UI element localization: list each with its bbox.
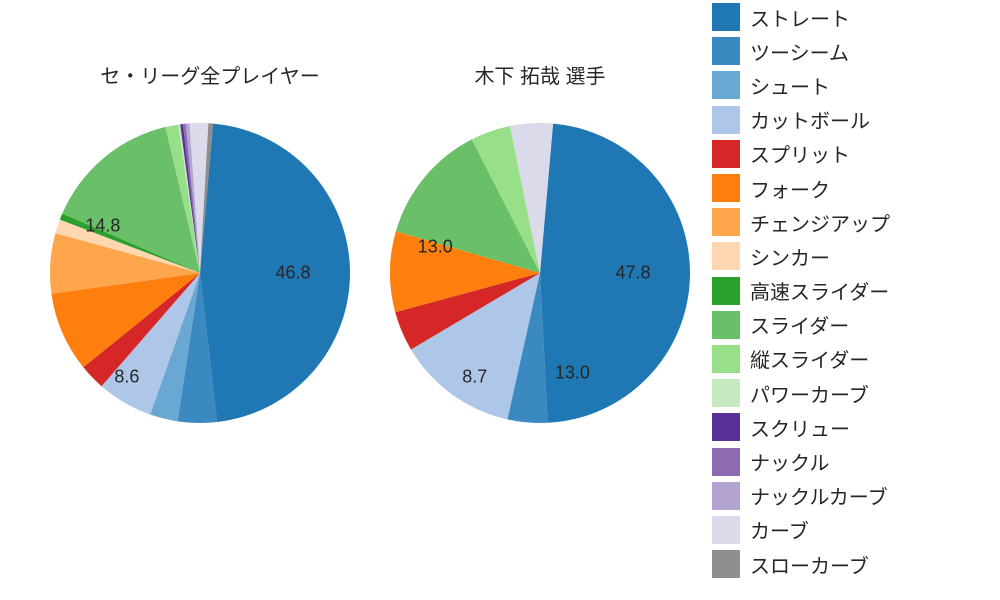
legend-item-sinker: シンカー xyxy=(712,239,992,273)
chart-title-league: セ・リーグ全プレイヤー xyxy=(80,60,340,89)
legend-swatch-knuckle xyxy=(712,448,740,476)
pie-label-player-3: 13.0 xyxy=(418,236,453,257)
legend-item-power_curve: パワーカーブ xyxy=(712,376,992,410)
chart-title-player: 木下 拓哉 選手 xyxy=(410,60,670,89)
pie-label-league-2: 14.8 xyxy=(85,215,120,236)
legend-label-cutball: カットボール xyxy=(750,105,870,134)
legend-item-fork: フォーク xyxy=(712,171,992,205)
legend-item-shoot: シュート xyxy=(712,68,992,102)
legend-item-slider: スライダー xyxy=(712,308,992,342)
chart-container: セ・リーグ全プレイヤー 46.8 8.6 14.8 木下 拓哉 選手 47.8 13.0 8.… xyxy=(0,0,1000,600)
legend-swatch-fork xyxy=(712,174,740,202)
legend-label-knuckle_curve: ナックルカーブ xyxy=(750,481,888,510)
legend-label-high_slider: 高速スライダー xyxy=(750,276,889,305)
legend-swatch-knuckle_curve xyxy=(712,482,740,510)
legend-swatch-straight xyxy=(712,3,740,31)
legend-swatch-cutball xyxy=(712,106,740,134)
legend-label-two_seam: ツーシーム xyxy=(750,37,849,66)
legend-swatch-screw xyxy=(712,413,740,441)
legend: ストレートツーシームシュートカットボールスプリットフォークチェンジアップシンカー… xyxy=(712,0,992,581)
legend-label-fork: フォーク xyxy=(750,174,830,203)
legend-item-changeup: チェンジアップ xyxy=(712,205,992,239)
legend-swatch-split xyxy=(712,140,740,168)
legend-swatch-power_curve xyxy=(712,379,740,407)
legend-item-vert_slider: 縦スライダー xyxy=(712,342,992,376)
legend-swatch-high_slider xyxy=(712,277,740,305)
legend-swatch-two_seam xyxy=(712,37,740,65)
legend-swatch-changeup xyxy=(712,208,740,236)
legend-label-vert_slider: 縦スライダー xyxy=(750,344,869,373)
legend-label-slider: スライダー xyxy=(750,310,849,339)
legend-item-knuckle_curve: ナックルカーブ xyxy=(712,479,992,513)
legend-label-changeup: チェンジアップ xyxy=(750,208,890,237)
legend-label-split: スプリット xyxy=(750,139,850,168)
legend-item-slow_curve: スローカーブ xyxy=(712,547,992,581)
legend-item-two_seam: ツーシーム xyxy=(712,34,992,68)
legend-label-shoot: シュート xyxy=(750,71,830,100)
legend-swatch-sinker xyxy=(712,242,740,270)
legend-swatch-shoot xyxy=(712,71,740,99)
legend-label-power_curve: パワーカーブ xyxy=(750,379,869,408)
pie-label-league-1: 8.6 xyxy=(114,367,139,388)
legend-item-curve: カーブ xyxy=(712,513,992,547)
pie-label-player-2: 8.7 xyxy=(462,367,487,388)
pie-label-league-0: 46.8 xyxy=(275,263,310,284)
legend-swatch-slider xyxy=(712,311,740,339)
legend-label-curve: カーブ xyxy=(750,515,809,544)
legend-label-straight: ストレート xyxy=(750,3,850,32)
legend-label-knuckle: ナックル xyxy=(750,447,829,476)
legend-item-high_slider: 高速スライダー xyxy=(712,274,992,308)
legend-item-screw: スクリュー xyxy=(712,410,992,444)
pie-label-player-0: 47.8 xyxy=(615,263,650,284)
legend-label-screw: スクリュー xyxy=(750,413,850,442)
legend-label-sinker: シンカー xyxy=(750,242,830,271)
legend-item-split: スプリット xyxy=(712,137,992,171)
legend-label-slow_curve: スローカーブ xyxy=(750,550,869,579)
legend-item-straight: ストレート xyxy=(712,0,992,34)
legend-swatch-curve xyxy=(712,516,740,544)
legend-swatch-slow_curve xyxy=(712,550,740,578)
pie-label-player-1: 13.0 xyxy=(555,362,590,383)
legend-item-cutball: カットボール xyxy=(712,103,992,137)
legend-item-knuckle: ナックル xyxy=(712,444,992,478)
legend-swatch-vert_slider xyxy=(712,345,740,373)
